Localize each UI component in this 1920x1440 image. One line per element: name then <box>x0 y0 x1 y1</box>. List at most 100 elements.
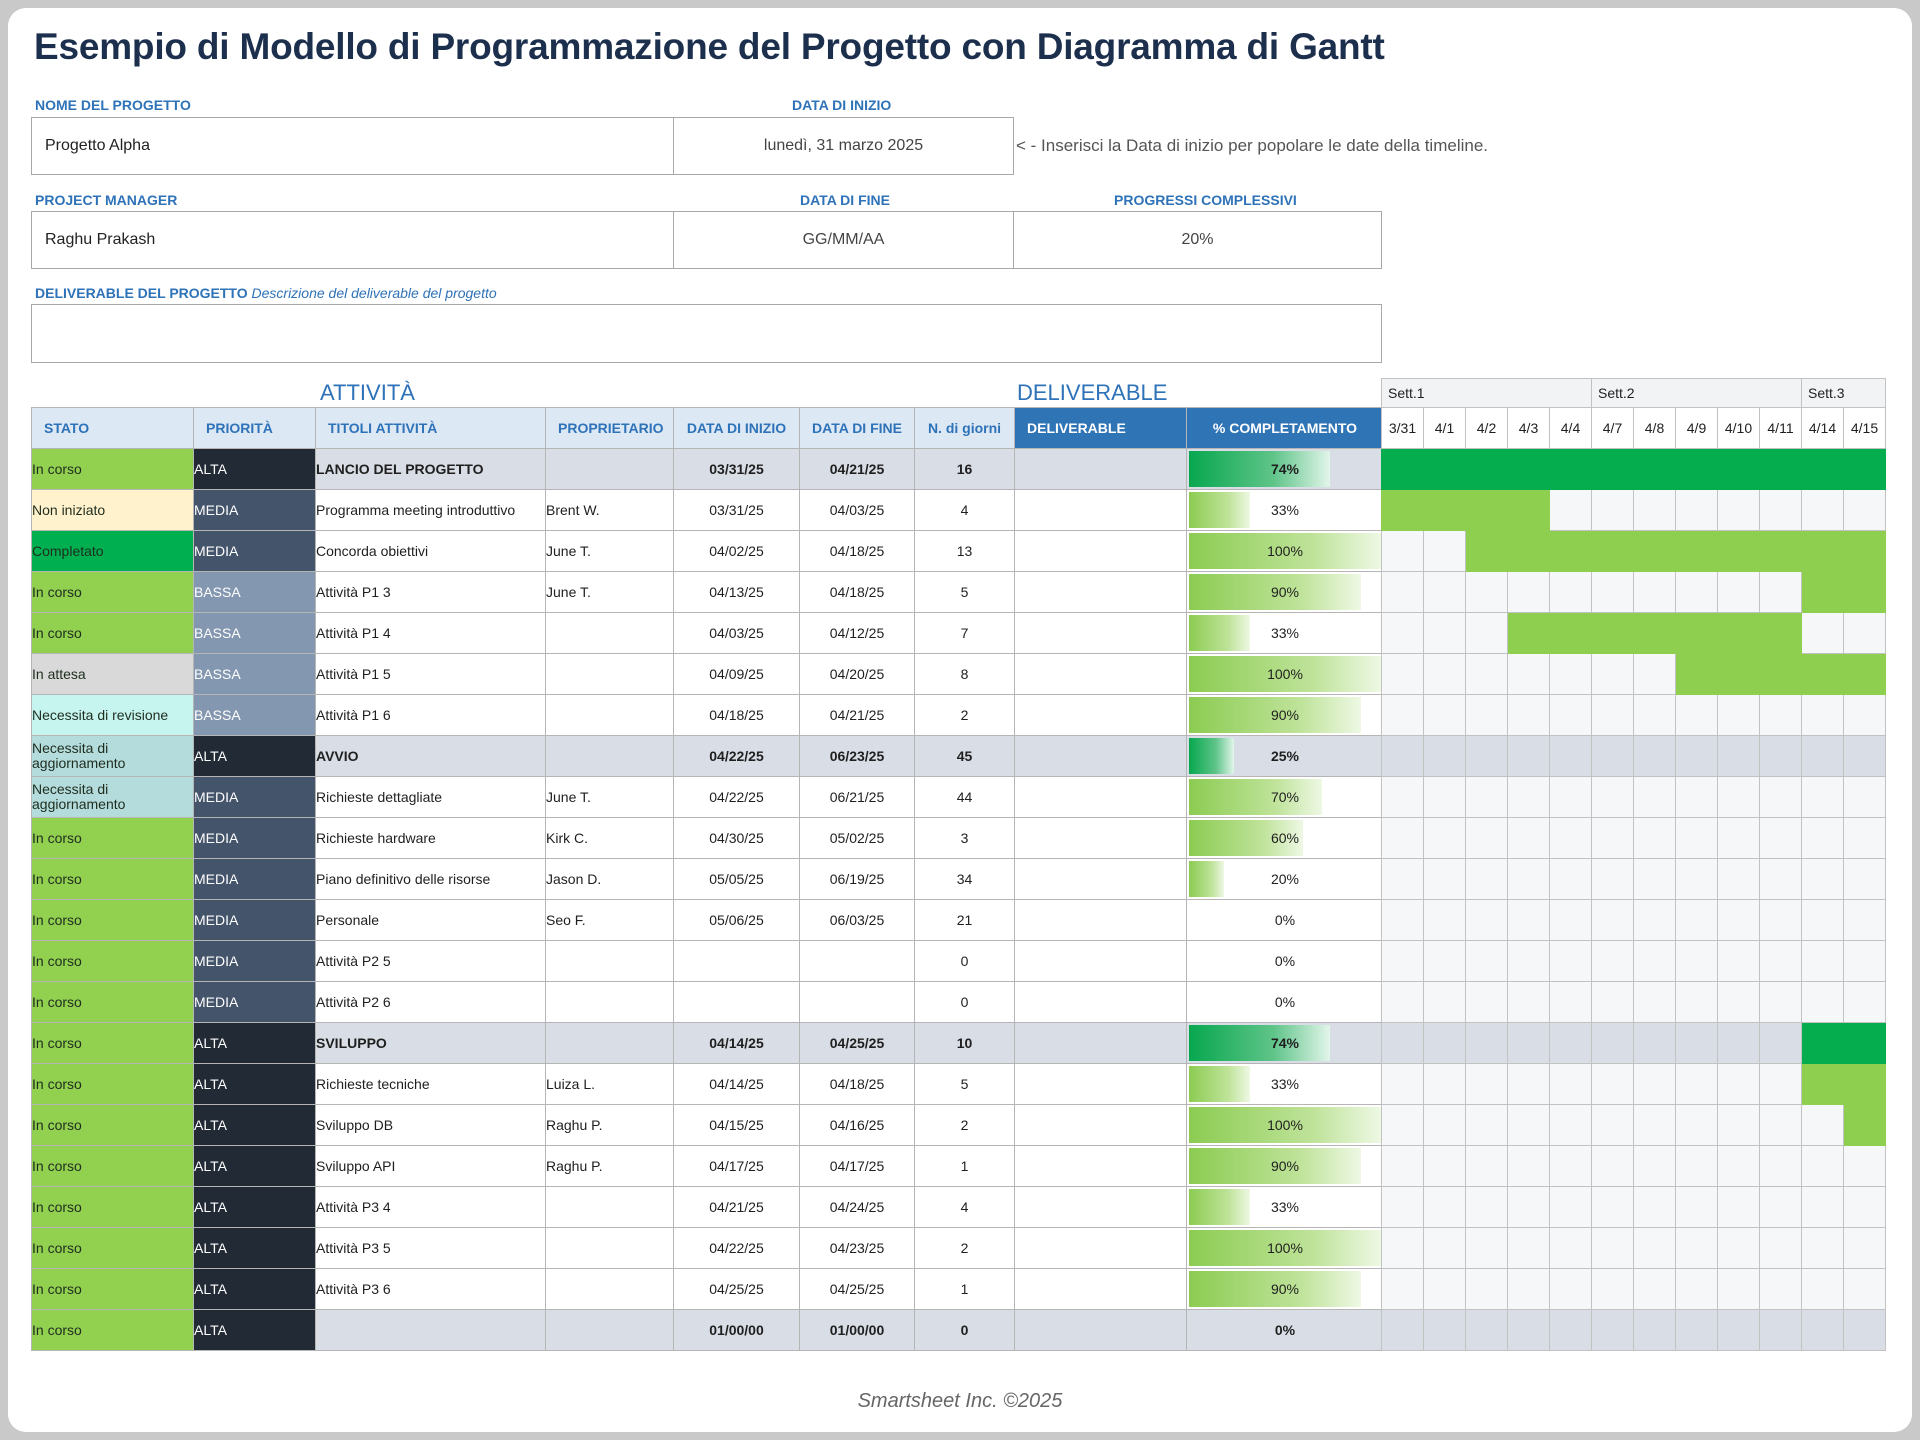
task-title-cell[interactable]: Personale <box>315 899 546 941</box>
owner-cell[interactable] <box>545 1268 674 1310</box>
start-date-field[interactable]: lunedì, 31 marzo 2025 <box>673 117 1014 175</box>
end-date-cell[interactable]: 04/17/25 <box>799 1145 915 1187</box>
days-cell[interactable]: 13 <box>914 530 1015 572</box>
deliverable-cell[interactable] <box>1014 1104 1187 1146</box>
task-title-cell[interactable]: Attività P3 5 <box>315 1227 546 1269</box>
end-date-cell[interactable]: 04/16/25 <box>799 1104 915 1146</box>
end-date-cell[interactable]: 06/19/25 <box>799 858 915 900</box>
status-cell[interactable]: Necessita di aggiornamento <box>31 735 194 777</box>
task-title-cell[interactable]: Attività P1 5 <box>315 653 546 695</box>
start-date-cell[interactable]: 05/06/25 <box>673 899 800 941</box>
status-cell[interactable]: In corso <box>31 1227 194 1269</box>
priority-cell[interactable]: ALTA <box>193 735 316 777</box>
start-date-cell[interactable] <box>673 940 800 982</box>
end-date-cell[interactable]: 05/02/25 <box>799 817 915 859</box>
deliverable-cell[interactable] <box>1014 940 1187 982</box>
priority-cell[interactable]: MEDIA <box>193 817 316 859</box>
status-cell[interactable]: In corso <box>31 899 194 941</box>
percent-complete-cell[interactable]: 0% <box>1186 1309 1384 1351</box>
status-cell[interactable]: In corso <box>31 1022 194 1064</box>
percent-complete-cell[interactable]: 0% <box>1186 940 1384 982</box>
percent-complete-cell[interactable]: 33% <box>1186 489 1384 531</box>
start-date-cell[interactable]: 04/14/25 <box>673 1063 800 1105</box>
owner-cell[interactable]: Raghu P. <box>545 1145 674 1187</box>
deliverable-cell[interactable] <box>1014 776 1187 818</box>
priority-cell[interactable]: MEDIA <box>193 899 316 941</box>
status-cell[interactable]: In corso <box>31 1145 194 1187</box>
owner-cell[interactable] <box>545 981 674 1023</box>
start-date-cell[interactable]: 04/14/25 <box>673 1022 800 1064</box>
owner-cell[interactable]: Jason D. <box>545 858 674 900</box>
col-owner[interactable]: PROPRIETARIO <box>545 407 674 449</box>
start-date-cell[interactable]: 04/03/25 <box>673 612 800 654</box>
task-title-cell[interactable]: Attività P3 4 <box>315 1186 546 1228</box>
percent-complete-cell[interactable]: 0% <box>1186 899 1384 941</box>
priority-cell[interactable]: MEDIA <box>193 489 316 531</box>
end-date-field[interactable]: GG/MM/AA <box>673 211 1014 269</box>
status-cell[interactable]: In corso <box>31 1186 194 1228</box>
deliverable-cell[interactable] <box>1014 1063 1187 1105</box>
start-date-cell[interactable]: 04/22/25 <box>673 735 800 777</box>
percent-complete-cell[interactable]: 100% <box>1186 1227 1384 1269</box>
percent-complete-cell[interactable]: 0% <box>1186 981 1384 1023</box>
task-title-cell[interactable]: Attività P1 6 <box>315 694 546 736</box>
status-cell[interactable]: In corso <box>31 571 194 613</box>
percent-complete-cell[interactable]: 100% <box>1186 653 1384 695</box>
task-title-cell[interactable] <box>315 1309 546 1351</box>
deliverable-cell[interactable] <box>1014 530 1187 572</box>
deliverable-cell[interactable] <box>1014 571 1187 613</box>
status-cell[interactable]: In corso <box>31 1268 194 1310</box>
start-date-cell[interactable]: 04/09/25 <box>673 653 800 695</box>
end-date-cell[interactable]: 04/21/25 <box>799 448 915 490</box>
deliverable-cell[interactable] <box>1014 694 1187 736</box>
end-date-cell[interactable]: 04/25/25 <box>799 1022 915 1064</box>
owner-cell[interactable] <box>545 1186 674 1228</box>
start-date-cell[interactable]: 04/25/25 <box>673 1268 800 1310</box>
status-cell[interactable]: Necessita di aggiornamento <box>31 776 194 818</box>
priority-cell[interactable]: MEDIA <box>193 530 316 572</box>
end-date-cell[interactable]: 04/25/25 <box>799 1268 915 1310</box>
percent-complete-cell[interactable]: 33% <box>1186 1063 1384 1105</box>
deliverable-cell[interactable] <box>1014 1186 1187 1228</box>
task-title-cell[interactable]: Attività P2 6 <box>315 981 546 1023</box>
owner-cell[interactable] <box>545 694 674 736</box>
deliverable-cell[interactable] <box>1014 981 1187 1023</box>
percent-complete-cell[interactable]: 60% <box>1186 817 1384 859</box>
status-cell[interactable]: Completato <box>31 530 194 572</box>
overall-progress-field[interactable]: 20% <box>1013 211 1382 269</box>
priority-cell[interactable]: MEDIA <box>193 776 316 818</box>
status-cell[interactable]: In attesa <box>31 653 194 695</box>
deliverable-cell[interactable] <box>1014 817 1187 859</box>
status-cell[interactable]: In corso <box>31 817 194 859</box>
priority-cell[interactable]: BASSA <box>193 612 316 654</box>
owner-cell[interactable] <box>545 612 674 654</box>
deliverable-cell[interactable] <box>1014 653 1187 695</box>
task-title-cell[interactable]: Sviluppo DB <box>315 1104 546 1146</box>
owner-cell[interactable]: June T. <box>545 776 674 818</box>
percent-complete-cell[interactable]: 74% <box>1186 448 1384 490</box>
percent-complete-cell[interactable]: 90% <box>1186 1268 1384 1310</box>
percent-complete-cell[interactable]: 20% <box>1186 858 1384 900</box>
days-cell[interactable]: 34 <box>914 858 1015 900</box>
status-cell[interactable]: In corso <box>31 1104 194 1146</box>
end-date-cell[interactable]: 04/24/25 <box>799 1186 915 1228</box>
status-cell[interactable]: In corso <box>31 612 194 654</box>
status-cell[interactable]: In corso <box>31 448 194 490</box>
start-date-cell[interactable]: 05/05/25 <box>673 858 800 900</box>
percent-complete-cell[interactable]: 90% <box>1186 694 1384 736</box>
priority-cell[interactable]: MEDIA <box>193 858 316 900</box>
priority-cell[interactable]: ALTA <box>193 1309 316 1351</box>
owner-cell[interactable] <box>545 653 674 695</box>
deliverable-cell[interactable] <box>1014 899 1187 941</box>
start-date-cell[interactable]: 04/02/25 <box>673 530 800 572</box>
owner-cell[interactable] <box>545 448 674 490</box>
days-cell[interactable]: 0 <box>914 940 1015 982</box>
days-cell[interactable]: 21 <box>914 899 1015 941</box>
days-cell[interactable]: 0 <box>914 1309 1015 1351</box>
deliverable-cell[interactable] <box>1014 1022 1187 1064</box>
days-cell[interactable]: 3 <box>914 817 1015 859</box>
end-date-cell[interactable]: 01/00/00 <box>799 1309 915 1351</box>
status-cell[interactable]: Non iniziato <box>31 489 194 531</box>
percent-complete-cell[interactable]: 33% <box>1186 612 1384 654</box>
col-deliverable[interactable]: DELIVERABLE <box>1014 407 1187 449</box>
